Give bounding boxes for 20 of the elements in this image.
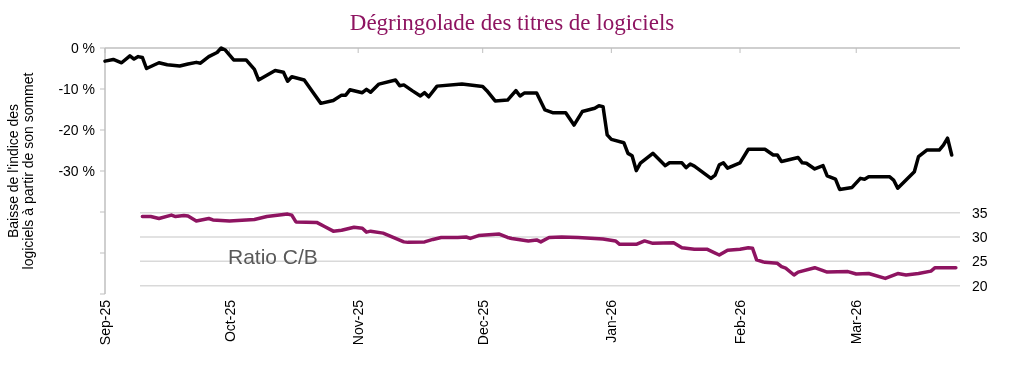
y2-tick-label: 25 [972,253,988,270]
chart-title: Dégringolade des titres de logiciels [349,10,675,35]
series-label: Ratio C/B [228,245,318,269]
x-tick-label: Nov-25 [350,299,367,346]
x-tick-label: Oct-25 [221,299,238,343]
y2-tick-label: 20 [972,277,988,294]
y-axis-title: Baisse de l'indice des logiciels à partir de son sommet [5,72,36,270]
x-tick-label: Feb-26 [732,299,749,345]
y2-tick-label: 35 [972,204,988,221]
y-tick-label: 0 % [70,40,95,56]
y2-tick-label: 30 [972,229,988,246]
line-series [140,212,958,281]
x-tick-label: Dec-25 [474,299,491,346]
y-tick-label: -10 % [58,81,95,97]
line-series [103,46,954,192]
y-tick-label: -20 % [58,122,95,138]
x-tick-label: Jan-26 [603,299,620,343]
x-tick-label: Sep-25 [97,299,113,346]
y-tick-label: -30 % [58,163,95,179]
x-tick-label: Mar-26 [848,299,865,345]
